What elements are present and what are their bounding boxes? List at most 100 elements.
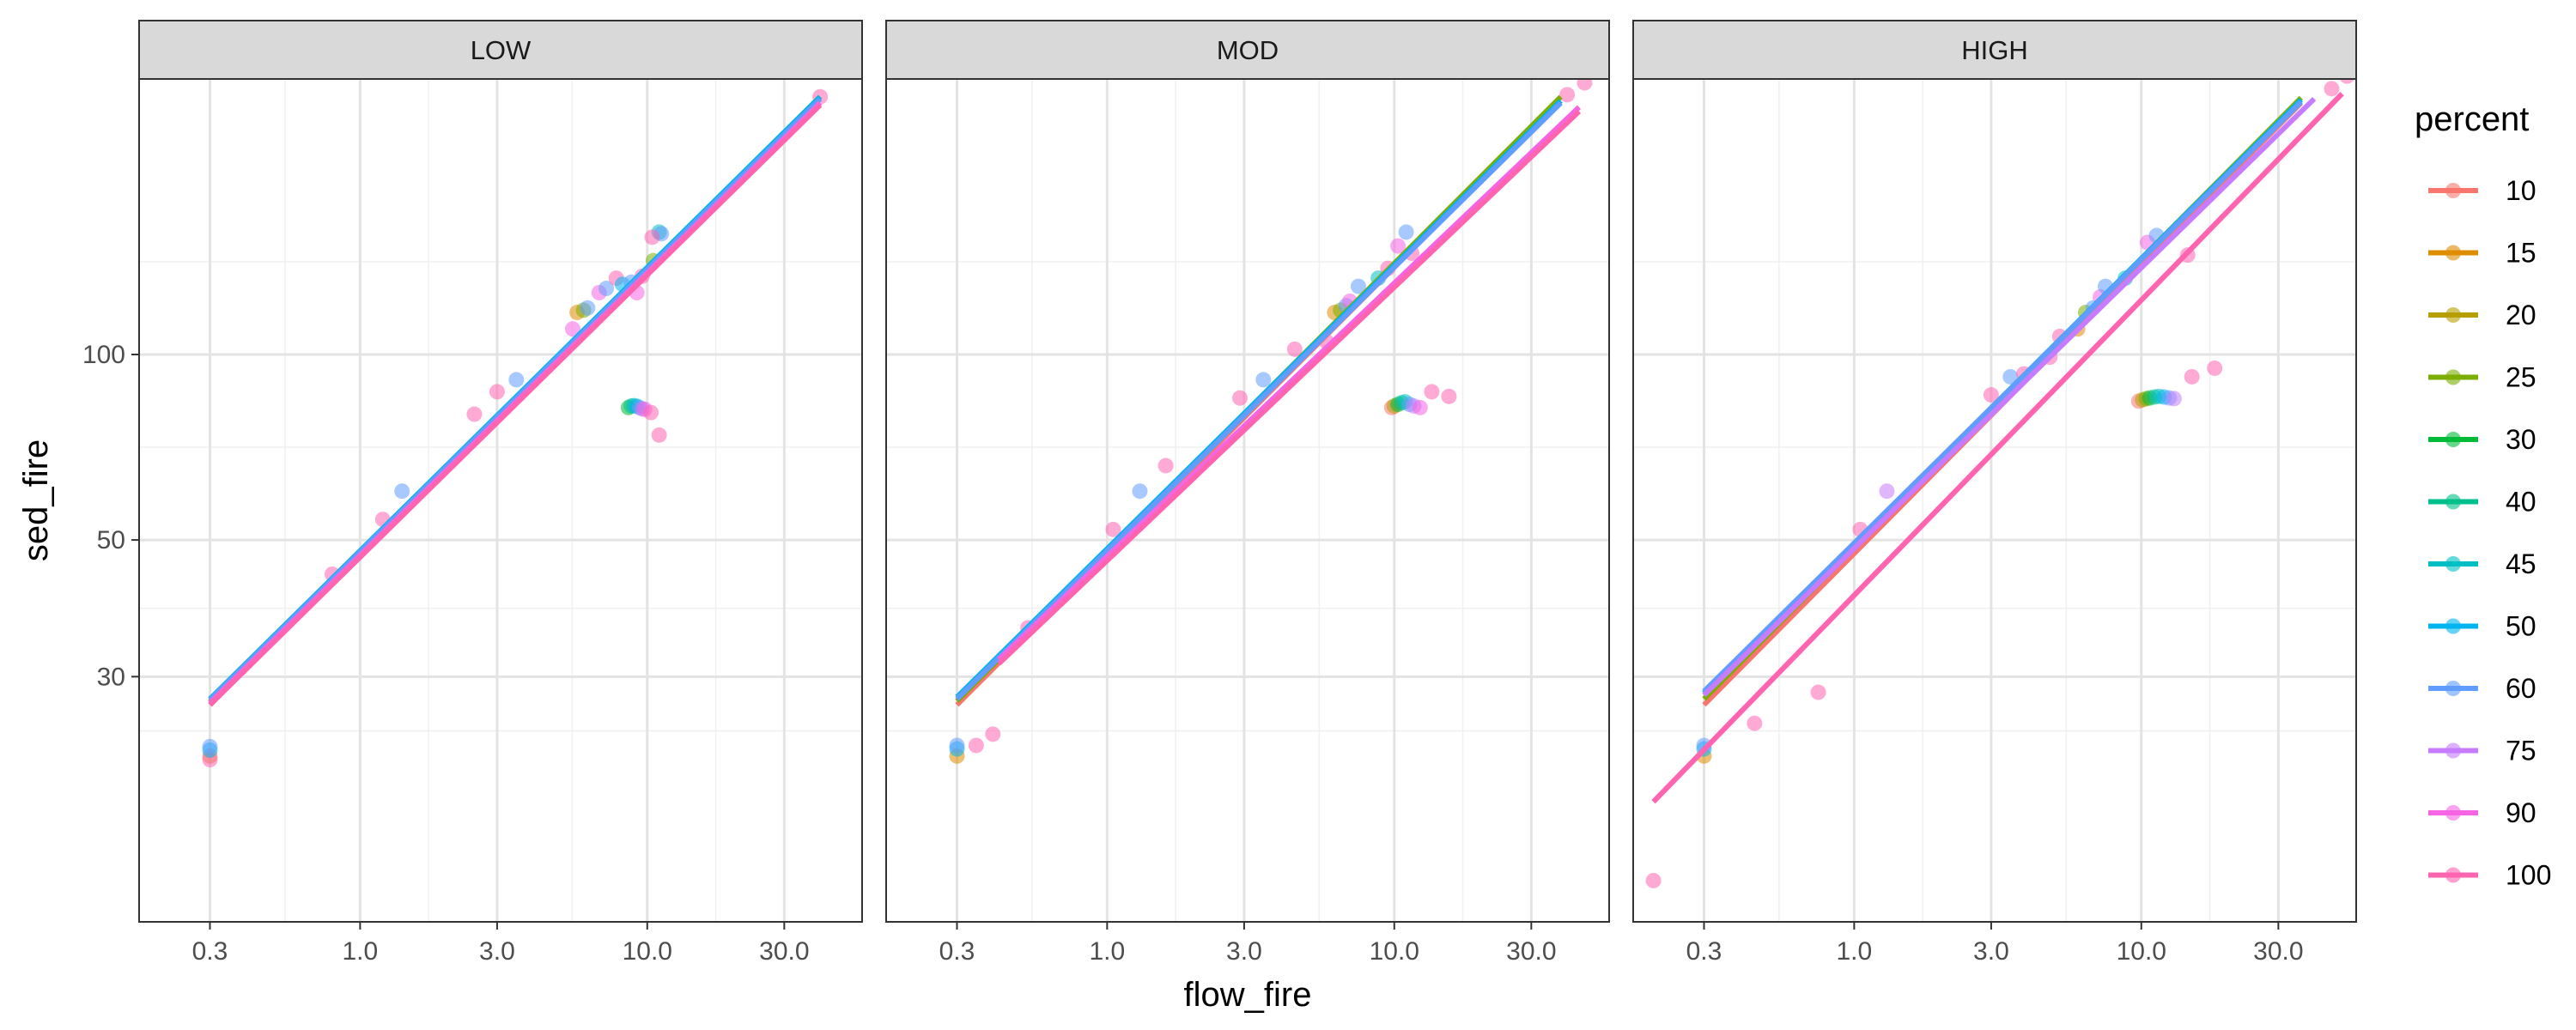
legend-label: 15 <box>2506 238 2537 269</box>
data-point <box>1747 715 1763 731</box>
legend-label: 40 <box>2506 487 2537 518</box>
data-point <box>1390 238 1406 254</box>
data-point <box>508 372 525 388</box>
legend-label: 20 <box>2506 300 2537 330</box>
legend-key-point <box>2445 556 2461 572</box>
data-point <box>643 404 659 421</box>
data-point <box>2166 391 2182 407</box>
legend-key-point <box>2445 618 2461 634</box>
data-point <box>466 406 483 422</box>
data-point <box>1398 224 1414 240</box>
x-tick-label: 0.3 <box>939 937 975 966</box>
x-tick-label: 30.0 <box>759 937 809 966</box>
data-point <box>202 738 218 754</box>
grid <box>886 79 1609 922</box>
legend-label: 30 <box>2506 424 2537 455</box>
data-point <box>2184 368 2200 385</box>
data-point <box>1577 79 1593 91</box>
panel-high: HIGH 0.3 1.0 3.0 10.0 30.0 <box>1632 20 2357 966</box>
legend-label: 45 <box>2506 548 2537 579</box>
legend-entry: 75 <box>2428 736 2537 766</box>
legend-key-point <box>2445 245 2461 261</box>
legend-key-point <box>2445 494 2461 510</box>
y-axis-title: sed_fire <box>17 439 55 561</box>
x-axis-title: flow_fire <box>1184 976 1312 1014</box>
legend-key-point <box>2445 307 2461 323</box>
data-point <box>1810 684 1826 700</box>
legend-entry: 45 <box>2428 548 2537 579</box>
x-tick-label: 30.0 <box>1506 937 1556 966</box>
legend-key-point <box>2445 432 2461 447</box>
data-point <box>1231 390 1248 406</box>
data-marks <box>202 88 829 768</box>
legend-entry: 60 <box>2428 673 2537 704</box>
panel-background <box>139 79 862 922</box>
data-point <box>1645 872 1662 888</box>
legend-entry: 30 <box>2428 424 2537 455</box>
x-tick-label: 0.3 <box>192 937 228 966</box>
data-marks <box>949 79 1593 764</box>
legend-label: 50 <box>2506 611 2537 642</box>
x-tick-label: 3.0 <box>1973 937 2009 966</box>
data-point <box>1132 483 1148 500</box>
legend-key-point <box>2445 183 2461 198</box>
legend: percent 10 15 20 25 30 40 45 50 60 75 90 100 <box>2415 100 2551 891</box>
legend-key-point <box>2445 369 2461 385</box>
data-point <box>2339 79 2354 84</box>
x-tick-label: 3.0 <box>1226 937 1262 966</box>
data-point <box>651 427 667 443</box>
legend-entries: 10 15 20 25 30 40 45 50 60 75 90 100 <box>2428 175 2551 891</box>
panel-mod: MOD 0.3 1.0 3.0 10.0 30.0 <box>885 20 1610 966</box>
legend-entry: 100 <box>2428 860 2551 891</box>
data-point <box>1351 278 1367 294</box>
x-tick-label: 10.0 <box>2117 937 2166 966</box>
panel-border <box>885 78 1610 923</box>
data-point <box>2207 360 2223 376</box>
legend-entry: 15 <box>2428 238 2537 269</box>
x-tick-label: 1.0 <box>1089 937 1125 966</box>
data-marks <box>1645 79 2354 888</box>
data-point <box>598 281 615 297</box>
legend-label: 90 <box>2506 797 2537 828</box>
y-axis-ticks: 30 50 100 <box>82 341 139 691</box>
legend-label: 75 <box>2506 736 2537 766</box>
legend-label: 60 <box>2506 673 2537 704</box>
strip-low <box>138 20 863 80</box>
data-point <box>580 300 596 316</box>
x-tick-label: 10.0 <box>1370 937 1419 966</box>
trend-line <box>208 103 823 707</box>
data-point <box>2324 81 2340 97</box>
legend-entry: 40 <box>2428 487 2537 518</box>
data-point <box>489 384 505 400</box>
data-point <box>949 737 965 754</box>
data-point <box>1105 521 1121 537</box>
strip-label-high: HIGH <box>1961 35 2028 65</box>
panel-low: LOW 0.3 1.0 3.0 10.0 30.0 <box>138 20 863 966</box>
data-point <box>564 321 580 337</box>
x-tick-label: 3.0 <box>479 937 515 966</box>
panel-background <box>886 79 1609 922</box>
legend-label: 100 <box>2506 860 2551 891</box>
x-tick-label: 0.3 <box>1686 937 1722 966</box>
data-point <box>1157 457 1174 474</box>
legend-entry: 50 <box>2428 611 2537 642</box>
data-point <box>1441 388 1457 404</box>
legend-key-point <box>2445 805 2461 821</box>
data-point <box>1983 387 1999 403</box>
trend-line <box>997 109 1582 666</box>
grid <box>139 79 862 922</box>
y-tick-label: 50 <box>97 526 125 554</box>
trend-line <box>997 105 1582 662</box>
trend-line <box>955 100 1563 701</box>
panel-border <box>1632 78 2357 923</box>
data-point <box>1255 372 1272 388</box>
trend-line <box>1702 96 2317 697</box>
legend-entry: 10 <box>2428 175 2537 206</box>
data-point <box>1559 87 1576 103</box>
legend-key-point <box>2445 742 2461 759</box>
legend-key-point <box>2445 867 2461 883</box>
data-point <box>1412 399 1428 415</box>
panel-border <box>138 78 863 923</box>
data-point <box>1879 483 1895 500</box>
